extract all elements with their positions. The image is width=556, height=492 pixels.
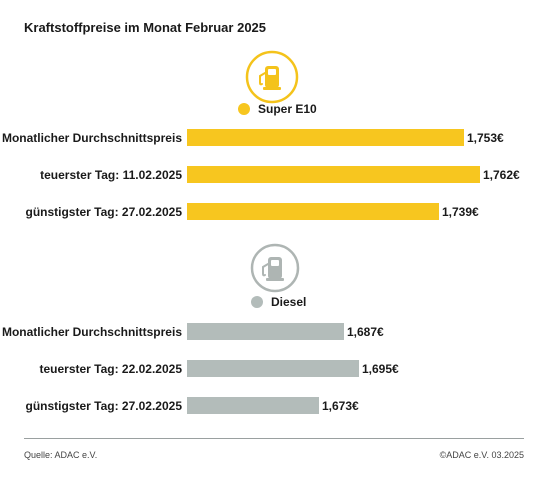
footer-divider bbox=[24, 438, 524, 439]
legend-dot-super bbox=[238, 103, 250, 115]
value-label: 1,673€ bbox=[322, 399, 359, 413]
super-bar-row: Monatlicher Durchschnittspreis 1,753€ bbox=[0, 129, 556, 148]
diesel-bar-row: teuerster Tag: 22.02.2025 1,695€ bbox=[0, 360, 556, 379]
diesel-bar-row: Monatlicher Durchschnittspreis 1,687€ bbox=[0, 323, 556, 342]
bar bbox=[187, 397, 319, 414]
value-label: 1,739€ bbox=[442, 205, 479, 219]
bar bbox=[187, 203, 439, 220]
bar bbox=[187, 129, 464, 146]
category-label: teuerster Tag: 22.02.2025 bbox=[39, 362, 182, 376]
legend-label-super: Super E10 bbox=[258, 102, 317, 116]
fuel-pump-icon bbox=[245, 50, 299, 104]
diesel-bar-row: günstigster Tag: 27.02.2025 1,673€ bbox=[0, 397, 556, 416]
category-label: günstigster Tag: 27.02.2025 bbox=[25, 399, 182, 413]
footer-copyright: ©ADAC e.V. 03.2025 bbox=[439, 450, 524, 460]
super-bar-row: günstigster Tag: 27.02.2025 1,739€ bbox=[0, 203, 556, 222]
value-label: 1,762€ bbox=[483, 168, 520, 182]
category-label: Monatlicher Durchschnittspreis bbox=[1, 131, 182, 145]
legend-super-e10: Super E10 bbox=[238, 102, 317, 116]
bar bbox=[187, 323, 344, 340]
legend-label-diesel: Diesel bbox=[271, 295, 307, 309]
fuel-pump-icon bbox=[250, 243, 300, 293]
chart-title: Kraftstoffpreise im Monat Februar 2025 bbox=[24, 20, 267, 35]
value-label: 1,753€ bbox=[467, 131, 504, 145]
legend-diesel: Diesel bbox=[251, 295, 306, 309]
category-label: günstigster Tag: 27.02.2025 bbox=[25, 205, 182, 219]
footer-source: Quelle: ADAC e.V. bbox=[24, 450, 98, 460]
legend-dot-diesel bbox=[251, 296, 263, 308]
category-label: Monatlicher Durchschnittspreis bbox=[1, 325, 182, 339]
category-label: teuerster Tag: 11.02.2025 bbox=[40, 168, 182, 182]
value-label: 1,695€ bbox=[362, 362, 399, 376]
bar bbox=[187, 360, 359, 377]
super-bar-row: teuerster Tag: 11.02.2025 1,762€ bbox=[0, 166, 556, 185]
bar bbox=[187, 166, 480, 183]
value-label: 1,687€ bbox=[347, 325, 384, 339]
